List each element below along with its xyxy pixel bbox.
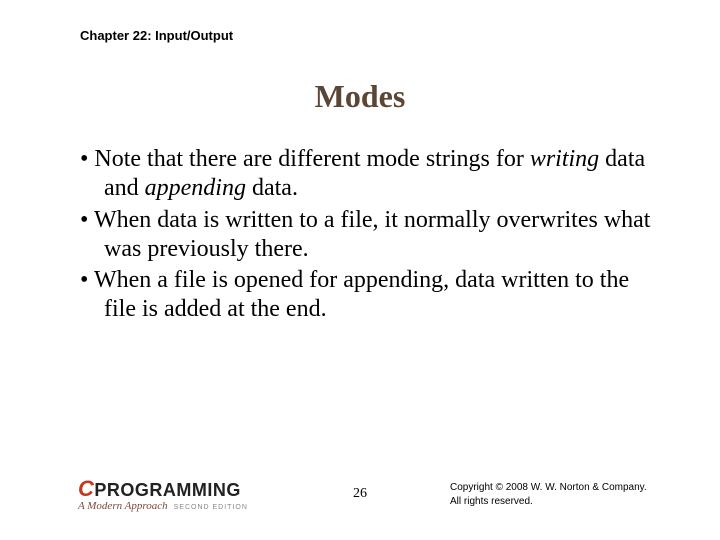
logo-edition: SECOND EDITION [174,504,248,511]
slide-title: Modes [0,78,720,115]
text: When data is written to a file, it norma… [94,207,651,262]
text: Note that there are different mode strin… [94,146,529,172]
emphasis: appending [145,175,246,201]
copyright-line: All rights reserved. [450,495,660,509]
copyright: Copyright © 2008 W. W. Norton & Company.… [450,481,660,508]
emphasis: writing [530,146,599,172]
copyright-line: Copyright © 2008 W. W. Norton & Company. [450,481,660,495]
text: data. [246,175,298,201]
list-item: Note that there are different mode strin… [80,145,660,204]
bullet-list: Note that there are different mode strin… [80,145,660,325]
list-item: When a file is opened for appending, dat… [80,266,660,325]
logo-subtitle: A Modern ApproachSECOND EDITION [78,501,248,512]
footer: CPROGRAMMING A Modern ApproachSECOND EDI… [0,468,720,518]
chapter-header: Chapter 22: Input/Output [80,28,233,43]
text: When a file is opened for appending, dat… [94,267,629,322]
list-item: When data is written to a file, it norma… [80,206,660,265]
slide-body: Note that there are different mode strin… [80,145,660,327]
